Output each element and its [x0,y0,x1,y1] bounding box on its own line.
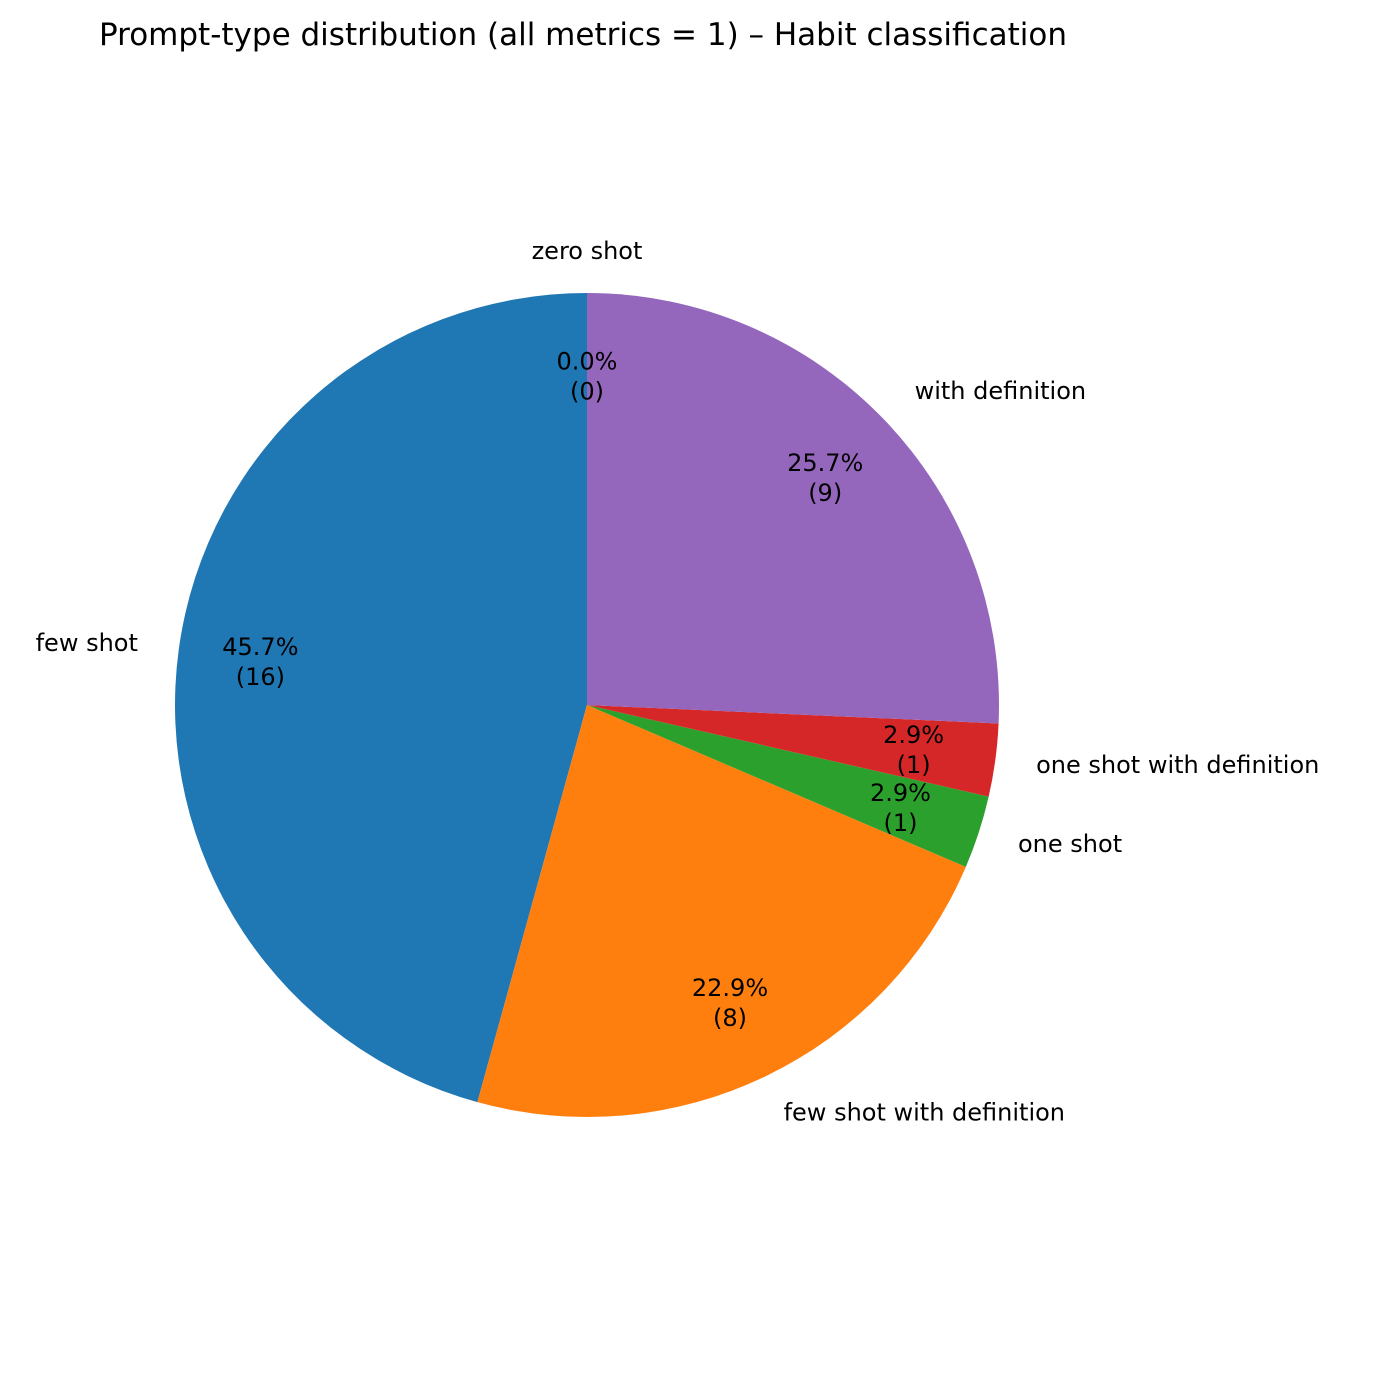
pct-label-one-shot: 2.9% (1) [870,779,931,837]
slice-one-shot [587,705,989,867]
pie-slices [175,293,1000,1117]
pie-labels: zero shot 0.0% (0) few shot 45.7% (16) few sho… [36,237,1320,1127]
chart-title: Prompt-type distribution (all metrics = … [99,17,1067,53]
pct-label-few-shot: 45.7% (16) [222,633,298,691]
slice-with-definition [587,293,1000,724]
label-one-shot-with-definition: one shot with definition [1036,751,1319,779]
slice-one-shot-with-definition [587,705,999,797]
label-with-definition: with definition [915,377,1087,405]
pct-label-few-shot-with-definition: 22.9% (8) [692,974,768,1032]
label-few-shot: few shot [36,629,138,657]
label-one-shot: one shot [1018,830,1122,858]
slice-few-shot [175,293,587,1103]
label-zero-shot: zero shot [532,237,643,265]
label-few-shot-with-definition: few shot with definition [784,1098,1065,1126]
slice-few-shot-with-definition [477,705,966,1117]
pct-label-with-definition: 25.7% (9) [787,449,863,507]
pct-label-zero-shot: 0.0% (0) [557,347,618,405]
pct-label-one-shot-with-definition: 2.9% (1) [883,721,944,779]
